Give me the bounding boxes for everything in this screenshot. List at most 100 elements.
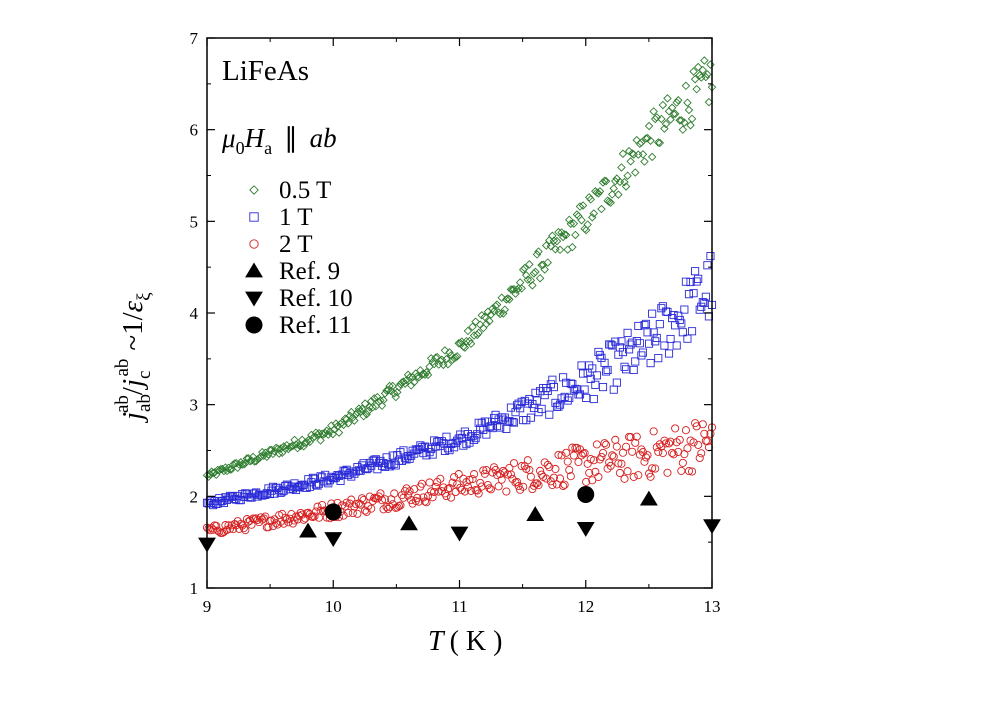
- data-point: [649, 427, 658, 436]
- data-point: [293, 515, 302, 524]
- data-point: [324, 430, 333, 439]
- data-point: [666, 334, 675, 344]
- data-point: [651, 464, 660, 473]
- data-point: [663, 307, 672, 316]
- data-point: [526, 413, 535, 422]
- legend-label: 0.5 T: [279, 177, 331, 204]
- data-point: [569, 219, 579, 228]
- data-point: [485, 484, 494, 493]
- data-point: [514, 284, 523, 293]
- data-point: [559, 373, 568, 382]
- data-point: [285, 442, 295, 452]
- data-point: [516, 404, 525, 413]
- y-axis-approx: ~1/: [117, 311, 149, 350]
- data-marks: [198, 56, 721, 553]
- data-point: [420, 442, 430, 451]
- data-point: [606, 461, 615, 470]
- data-point: [698, 298, 707, 307]
- data-point: [689, 289, 698, 298]
- data-point: [687, 467, 697, 476]
- data-point: [486, 422, 496, 431]
- data-point: [393, 451, 402, 460]
- data-point: [600, 176, 609, 186]
- data-point: [396, 448, 405, 457]
- data-point: [351, 467, 360, 476]
- data-point: [204, 524, 213, 533]
- data-point: [221, 493, 230, 502]
- data-point: [305, 482, 314, 491]
- data-point: [678, 458, 687, 467]
- data-point: [250, 489, 259, 498]
- data-point: [532, 479, 542, 488]
- data-point: [588, 213, 597, 222]
- data-point: [452, 352, 462, 361]
- data-point: [706, 252, 715, 261]
- data-point: [695, 71, 704, 80]
- data-point: [594, 472, 603, 482]
- data-point: [614, 350, 623, 359]
- data-point: [516, 485, 525, 494]
- data-point: [698, 420, 707, 429]
- data-point: [405, 487, 414, 496]
- data-point: [514, 481, 523, 491]
- data-point: [470, 435, 479, 444]
- data-point: [345, 499, 354, 508]
- data-point: [554, 227, 563, 237]
- data-point: [430, 487, 439, 497]
- data-point: [367, 504, 376, 513]
- data-point: [311, 480, 321, 489]
- data-point: [434, 487, 443, 496]
- data-point: [638, 348, 647, 357]
- x-tick-label: 11: [451, 597, 467, 616]
- data-point: [649, 328, 658, 337]
- data-point: [281, 513, 290, 522]
- data-point: [413, 445, 422, 455]
- data-point: [216, 497, 225, 506]
- data-point: [347, 495, 356, 504]
- data-point: [470, 470, 479, 479]
- data-point: [324, 532, 343, 547]
- data-point: [674, 311, 683, 320]
- data-point: [233, 463, 242, 473]
- data-point: [396, 379, 405, 389]
- data-point: [654, 138, 663, 147]
- data-point: [585, 468, 594, 477]
- data-point: [294, 441, 304, 450]
- data-point: [251, 456, 261, 466]
- data-point: [278, 487, 287, 496]
- data-point: [503, 294, 513, 303]
- data-point: [427, 444, 436, 454]
- data-point: [466, 486, 476, 495]
- data-point: [703, 437, 712, 446]
- data-point: [508, 417, 517, 427]
- data-point: [450, 443, 459, 452]
- data-point: [210, 497, 219, 506]
- data-point: [532, 396, 542, 405]
- data-point: [450, 472, 459, 482]
- data-point: [436, 474, 445, 483]
- data-point: [433, 437, 442, 446]
- data-point: [513, 477, 522, 486]
- data-point: [476, 478, 485, 487]
- data-point: [574, 457, 583, 467]
- x-tick-label: 9: [203, 597, 212, 616]
- data-point: [339, 420, 348, 430]
- data-point: [423, 491, 433, 501]
- data-point: [497, 475, 506, 484]
- data-point: [264, 484, 273, 493]
- data-point: [695, 305, 704, 314]
- data-point: [686, 277, 695, 287]
- parallel-symbol: ∥: [284, 123, 298, 153]
- data-point: [391, 392, 401, 402]
- data-point: [602, 440, 611, 449]
- data-point: [268, 449, 278, 459]
- data-point: [566, 219, 576, 229]
- data-point: [577, 361, 586, 370]
- data-point: [620, 474, 629, 483]
- data-point: [476, 424, 485, 433]
- data-point: [425, 478, 434, 487]
- data-point: [617, 337, 626, 346]
- data-point: [693, 62, 703, 72]
- data-point: [611, 337, 620, 346]
